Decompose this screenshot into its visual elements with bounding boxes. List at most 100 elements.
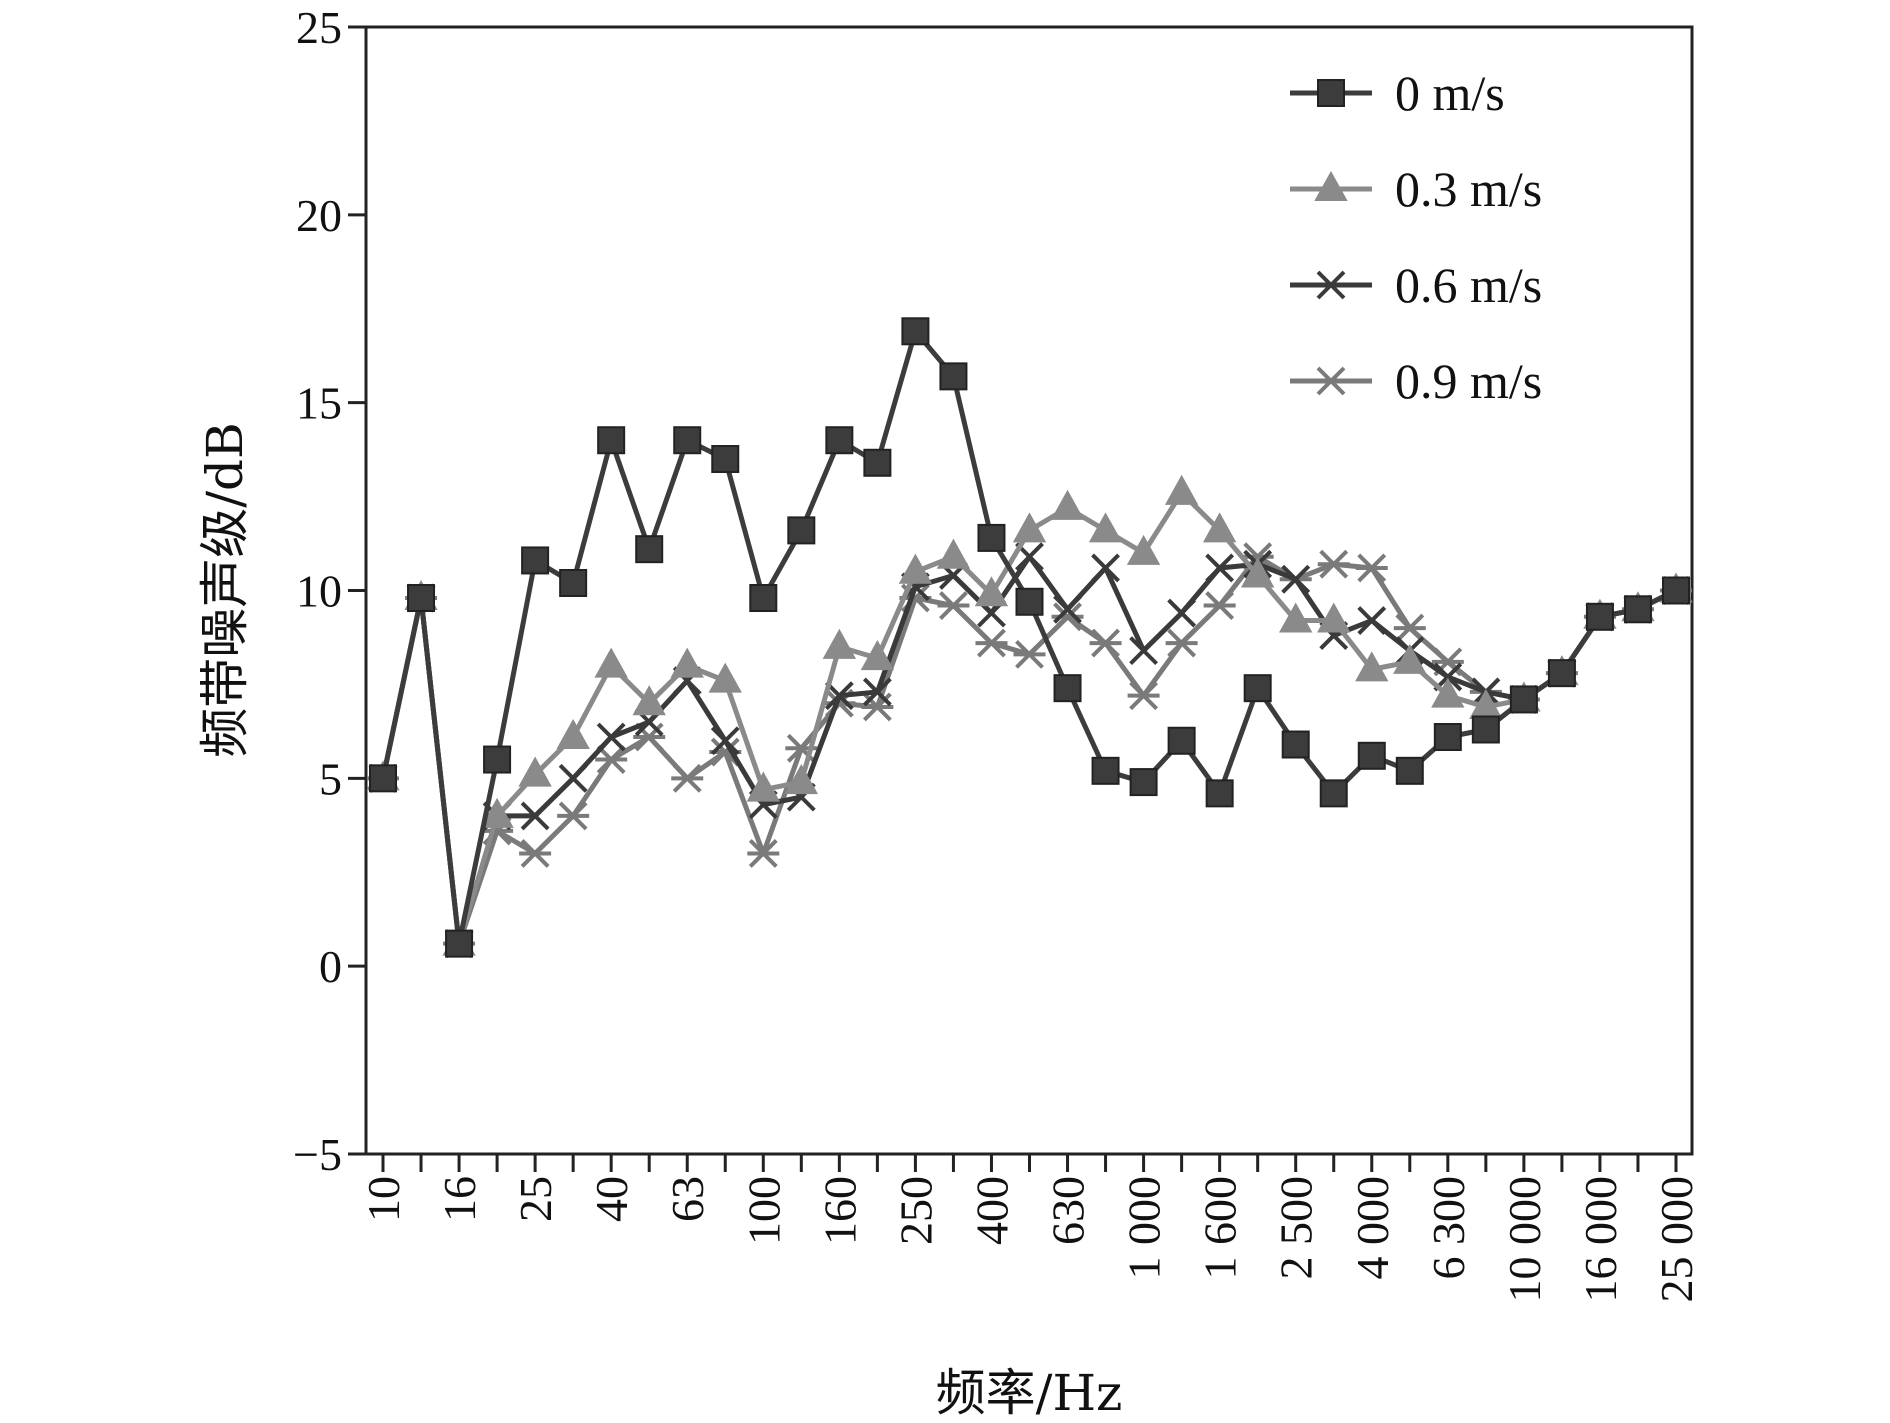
data-point [1431, 677, 1465, 708]
data-point [673, 426, 702, 455]
data-point [1393, 643, 1427, 674]
y-tick-label: 10 [296, 566, 342, 617]
data-point [711, 445, 740, 474]
data-point [632, 685, 666, 716]
data-point [1433, 723, 1462, 752]
data-point [520, 801, 550, 831]
data-point [749, 584, 778, 613]
data-point [1357, 741, 1386, 770]
y-axis-title: 频带噪声级/dB [196, 422, 254, 758]
x-tick-label: 2 500 [1271, 1176, 1322, 1280]
y-tick-label: 15 [296, 378, 342, 429]
data-point [1053, 594, 1082, 624]
data-point [557, 801, 590, 831]
x-tick-label: 160 [814, 1176, 865, 1245]
data-point [1202, 512, 1237, 543]
data-point [939, 362, 968, 391]
data-point [1051, 602, 1084, 632]
x-tick-label: 1 600 [1195, 1176, 1246, 1280]
data-point [1393, 613, 1426, 643]
data-point [746, 771, 780, 802]
data-point [594, 647, 628, 678]
data-point [518, 756, 552, 787]
x-tick-label: 25 000 [1651, 1176, 1702, 1303]
legend-marker [1314, 170, 1348, 201]
data-point [1013, 639, 1046, 669]
data-point [1129, 636, 1159, 666]
data-point [1317, 549, 1350, 579]
data-point [1050, 489, 1085, 520]
data-point [407, 584, 436, 613]
data-point [1015, 587, 1044, 616]
y-tick-label: 0 [319, 941, 342, 992]
data-point [1240, 557, 1275, 588]
legend-item: 0 m/s [1290, 65, 1505, 121]
data-point [1205, 553, 1235, 583]
data-point [1395, 756, 1424, 785]
data-point [1317, 602, 1351, 633]
data-point [1091, 553, 1120, 583]
data-point [1167, 598, 1197, 628]
x-axis-title: 频率/Hz [936, 1364, 1123, 1422]
data-point [1509, 685, 1538, 714]
data-point [595, 745, 628, 774]
data-point [862, 677, 892, 707]
x-tick-label: 16 [434, 1176, 485, 1222]
legend-item: 0.9 m/s [1290, 353, 1542, 409]
legend-label: 0.9 m/s [1395, 353, 1542, 409]
data-point [710, 726, 740, 756]
data-point [1281, 730, 1310, 759]
y-tick-label: 20 [296, 190, 342, 241]
data-point [1662, 576, 1690, 605]
x-tick-label: 16 000 [1575, 1176, 1626, 1303]
x-axis: 10 16 25 40 63 100 160 250 400 630 1 000 1 600 2 500… [358, 1154, 1702, 1303]
data-point [1623, 595, 1652, 624]
x-tick-label: 1 000 [1119, 1176, 1170, 1280]
data-point [1205, 779, 1234, 808]
data-point [521, 546, 550, 575]
data-point [1129, 768, 1158, 797]
data-point [975, 628, 1008, 658]
data-point [974, 576, 1009, 607]
x-tick-label: 10 [358, 1176, 409, 1222]
data-point [1126, 534, 1161, 565]
x-tick-label: 250 [890, 1176, 941, 1245]
data-point [1165, 628, 1198, 658]
series-0 [369, 317, 1690, 958]
data-point [1319, 779, 1348, 808]
data-point [671, 763, 704, 793]
data-point [936, 538, 971, 569]
data-point [445, 929, 474, 958]
data-point [708, 662, 742, 693]
data-point [1088, 512, 1123, 543]
x-tick-label: 63 [662, 1176, 713, 1222]
data-point [1281, 564, 1311, 594]
y-axis: 25 20 15 10 5 0 −5 [293, 2, 366, 1180]
data-point [1243, 674, 1272, 703]
legend-marker [1317, 79, 1345, 107]
x-tick-label: 400 [966, 1176, 1017, 1245]
data-point [860, 640, 895, 671]
x-tick-label: 4 000 [1347, 1176, 1398, 1280]
data-point [898, 553, 933, 584]
data-point [1585, 602, 1614, 631]
data-point [1357, 606, 1387, 635]
data-point [1279, 602, 1313, 633]
data-point [480, 797, 514, 828]
y-tick-label: −5 [293, 1129, 342, 1180]
data-point [861, 692, 894, 722]
data-point [824, 681, 854, 711]
data-point [483, 745, 512, 774]
data-point [901, 317, 930, 346]
y-tick-label: 25 [296, 2, 342, 53]
data-point [1053, 674, 1082, 703]
legend-item: 0.3 m/s [1290, 161, 1542, 217]
data-point [635, 535, 664, 564]
series-line [380, 328, 1678, 947]
legend-item: 0.6 m/s [1290, 257, 1542, 313]
data-point [747, 839, 780, 868]
x-tick-label: 100 [738, 1176, 789, 1245]
data-point [558, 763, 588, 793]
data-point [1012, 512, 1047, 543]
